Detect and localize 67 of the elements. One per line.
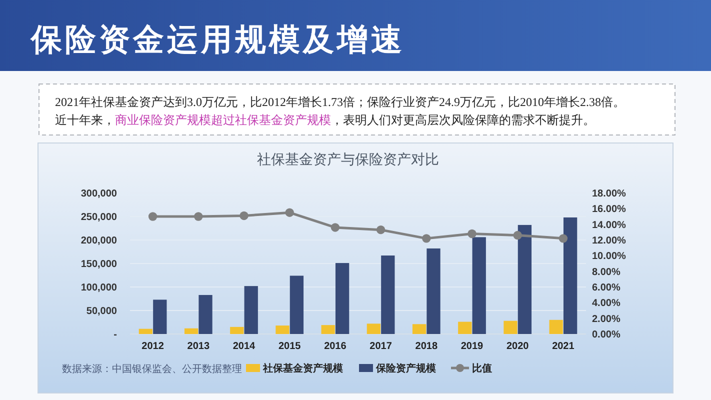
x-tick-label: 2020 <box>506 341 530 352</box>
y-tick-label: 150,000 <box>80 259 118 270</box>
x-tick-label: 2016 <box>324 341 347 352</box>
bar <box>412 324 426 334</box>
text: ，表明人们对更高层次风险保障的需求不断提升。 <box>331 113 595 127</box>
y2-tick-label: 6.00% <box>592 282 620 294</box>
x-tick-label: 2021 <box>552 341 575 352</box>
legend-label: 保险资产规模 <box>375 362 437 375</box>
chart-subtitle: 社保基金资产与保险资产对比 <box>257 151 439 167</box>
bar <box>276 326 290 334</box>
x-tick-label: 2015 <box>278 341 302 352</box>
point <box>376 225 386 234</box>
y2-tick-label: 0.00% <box>592 330 620 340</box>
x-tick-label: 2017 <box>370 341 392 352</box>
bar <box>230 326 244 334</box>
bar <box>381 256 395 334</box>
chart-title: 保险资金运用规模及增速 <box>30 22 405 57</box>
y2-tick-label: 4.00% <box>592 298 620 310</box>
y2-tick-label: 16.00% <box>592 204 626 216</box>
bar <box>335 263 350 334</box>
y-tick-label: 100,000 <box>80 282 118 294</box>
y2-tick-label: 10.00% <box>592 251 626 262</box>
bar <box>472 237 486 334</box>
point <box>240 211 248 220</box>
bar <box>138 328 153 334</box>
y2-tick-label: 2.00% <box>592 314 620 325</box>
text: 近十年来， <box>55 113 115 127</box>
y2-tick-label: 8.00% <box>592 266 620 278</box>
bar <box>198 294 212 334</box>
y-tick-label: 50,000 <box>86 306 118 317</box>
bar <box>549 320 563 334</box>
y-tick-label: 200,000 <box>80 236 118 246</box>
x-tick-label: 2019 <box>460 341 484 352</box>
bar <box>458 322 472 334</box>
point <box>513 230 522 240</box>
bar <box>518 224 532 334</box>
point <box>148 212 158 221</box>
legend-label: 比值 <box>472 362 492 375</box>
bar <box>290 276 304 334</box>
y2-tick-label: 18.00% <box>592 188 626 200</box>
x-tick-label: 2012 <box>142 341 164 352</box>
x-tick-label: 2014 <box>232 341 256 352</box>
text: 商业保险资产规模超过社保基金资产规模 <box>115 113 331 127</box>
bar <box>244 286 258 334</box>
point <box>422 234 431 243</box>
bar <box>321 325 335 334</box>
bar <box>504 320 518 334</box>
x-tick-label: 2013 <box>187 341 210 352</box>
y2-tick-label: 14.00% <box>592 220 626 231</box>
y-tick-label: - <box>114 330 117 340</box>
y-tick-label: 300,000 <box>80 188 118 200</box>
point <box>330 223 340 232</box>
point <box>285 208 294 217</box>
bar <box>426 248 440 334</box>
bar <box>366 324 381 334</box>
text: 2021年社保基金资产达到3.0万亿元，比2012年增长1.73倍；保险行业资产24.9万亿元，比2010年增长2.38倍。 <box>55 95 625 109</box>
y-tick-label: 250,000 <box>80 212 118 223</box>
y2-tick-label: 12.00% <box>592 236 626 246</box>
bar <box>153 300 167 334</box>
source-note: 数据来源：中国银保监会、公开数据整理 <box>62 363 242 375</box>
x-tick-label: 2018 <box>415 341 438 352</box>
point <box>468 229 476 238</box>
bar <box>563 217 578 334</box>
bar <box>184 328 198 334</box>
legend-label: 社保基金资产规模 <box>262 362 344 375</box>
point <box>194 212 203 221</box>
point <box>558 234 568 243</box>
